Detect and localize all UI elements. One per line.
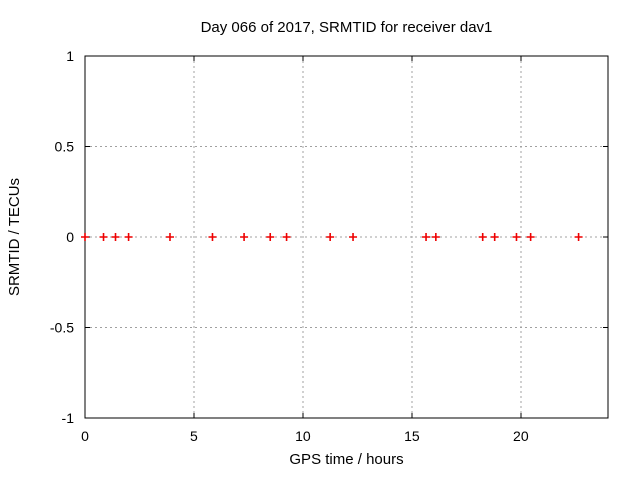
data-point <box>266 233 275 241</box>
data-point <box>282 233 291 241</box>
data-point <box>422 233 431 241</box>
x-axis-label: GPS time / hours <box>289 451 404 468</box>
chart-title: Day 066 of 2017, SRMTID for receiver dav… <box>200 19 493 36</box>
data-point <box>165 233 174 241</box>
y-tick-label: 1 <box>66 48 74 64</box>
data-point <box>431 233 440 241</box>
data-point <box>81 233 89 241</box>
y-tick-label: 0 <box>66 229 74 245</box>
data-point <box>208 233 217 241</box>
data-point <box>478 233 487 241</box>
data-point <box>490 233 499 241</box>
x-tick-label: 0 <box>81 428 89 444</box>
data-point <box>124 233 133 241</box>
data-point <box>526 233 535 241</box>
data-point <box>326 233 335 241</box>
data-point <box>512 233 521 241</box>
y-axis-label-text: SRMTID / TECUs <box>6 177 23 297</box>
x-tick-label: 5 <box>190 428 198 444</box>
x-tick-label: 20 <box>513 428 529 444</box>
y-tick-label: -0.5 <box>50 320 74 336</box>
x-tick-label: 15 <box>404 428 420 444</box>
data-point <box>240 233 249 241</box>
y-tick-label: -1 <box>62 410 75 426</box>
data-point <box>99 233 108 241</box>
data-point <box>111 233 120 241</box>
x-tick-label: 10 <box>295 428 311 444</box>
data-point <box>349 233 358 241</box>
y-tick-label: 0.5 <box>55 139 75 155</box>
data-point <box>574 233 583 241</box>
